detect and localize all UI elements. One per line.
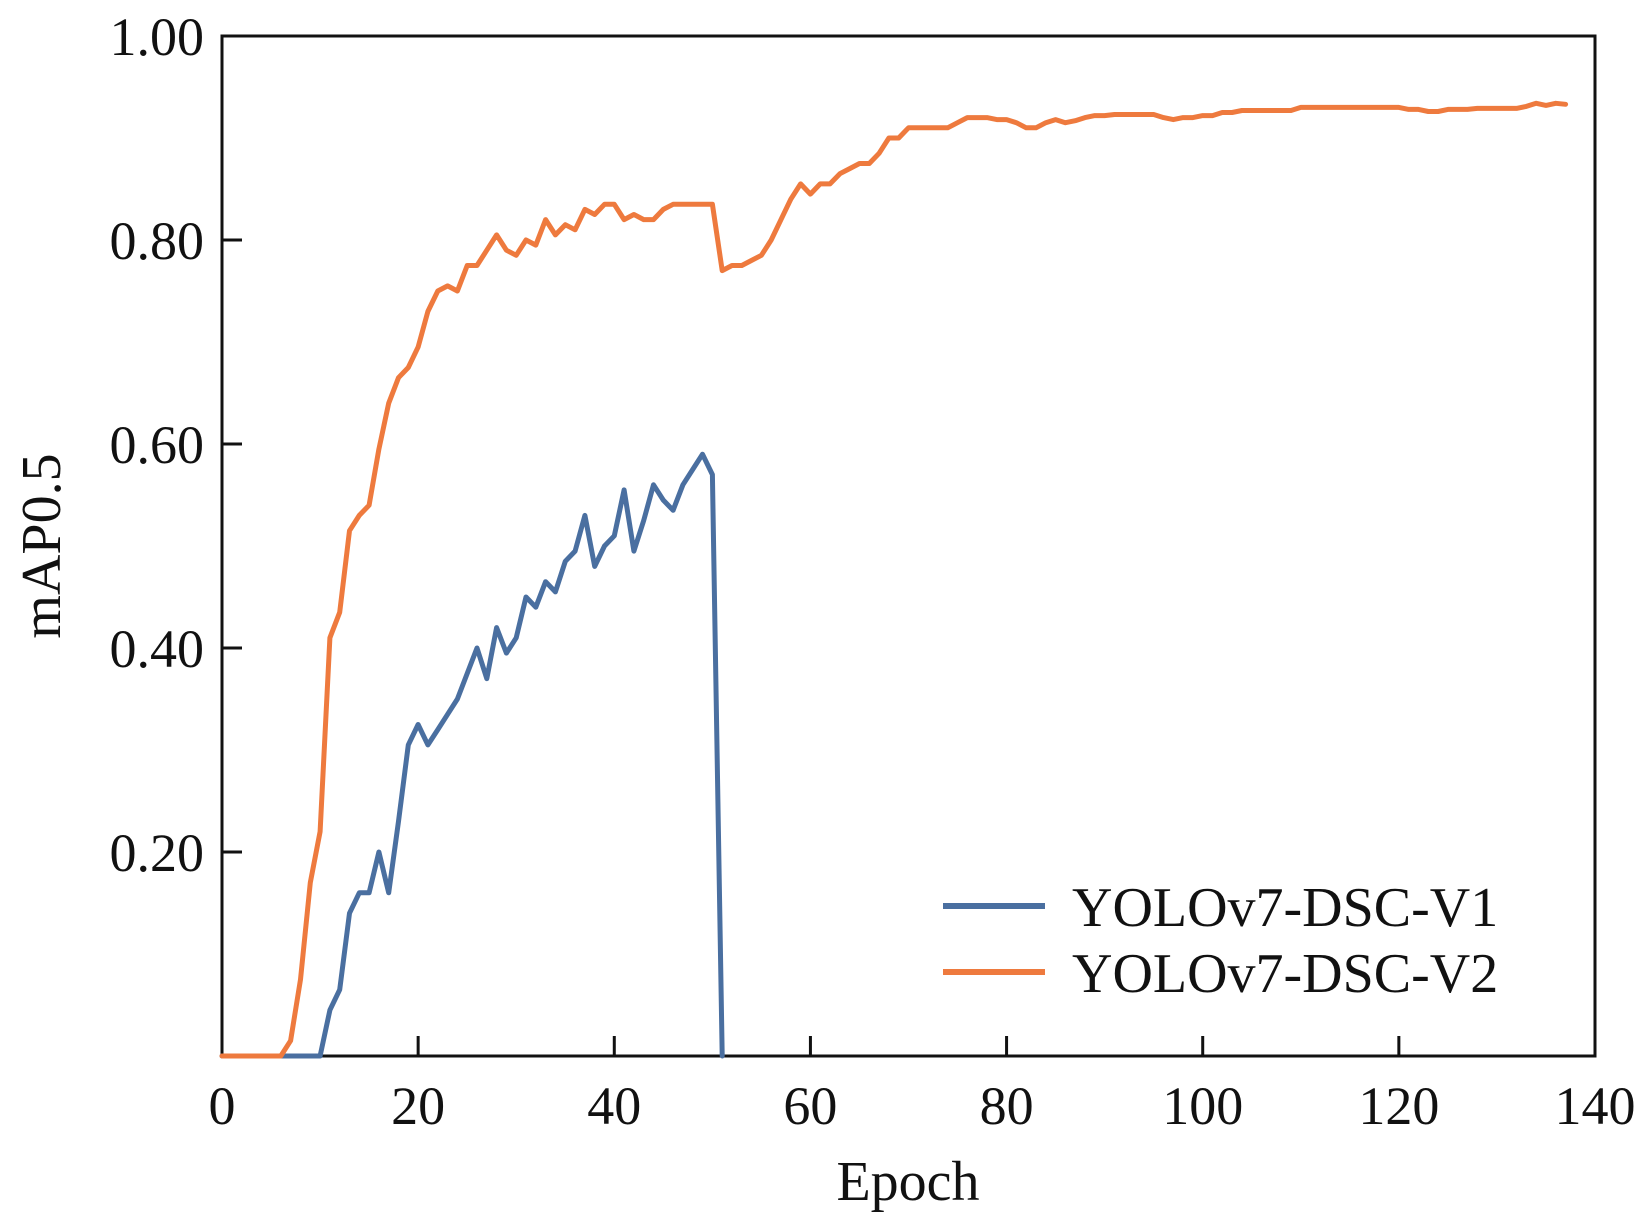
series-line-yolov7-dsc-v2 — [219, 100, 1569, 1059]
x-tick-label: 40 — [587, 1076, 641, 1136]
legend-label-yolov7-dsc-v1: YOLOv7-DSC-V1 — [1072, 877, 1498, 939]
y-tick-label: 0.40 — [110, 619, 205, 679]
y-axis-ticks: 0.20 0.40 0.60 0.80 1.00 — [110, 7, 242, 883]
x-axis-ticks: 0 20 40 60 80 100 120 140 — [209, 1036, 1636, 1136]
x-tick-label: 120 — [1358, 1076, 1439, 1136]
plot-frame — [220, 34, 1597, 1058]
x-tick-label: 0 — [209, 1076, 236, 1136]
x-tick-label: 80 — [980, 1076, 1034, 1136]
x-tick-label: 100 — [1162, 1076, 1243, 1136]
series-line-yolov7-dsc-v1 — [219, 451, 725, 1059]
y-axis-title: mAP0.5 — [11, 453, 73, 638]
y-tick-label: 0.80 — [110, 211, 205, 271]
y-tick-label: 1.00 — [110, 7, 205, 67]
series-layer — [219, 100, 1569, 1059]
x-tick-label: 60 — [783, 1076, 837, 1136]
legend: YOLOv7-DSC-V1 YOLOv7-DSC-V2 — [943, 877, 1498, 1005]
y-tick-label: 0.20 — [110, 823, 205, 883]
y-tick-label: 0.60 — [110, 415, 205, 475]
legend-label-yolov7-dsc-v2: YOLOv7-DSC-V2 — [1072, 943, 1498, 1005]
x-tick-label: 140 — [1555, 1076, 1636, 1136]
x-tick-label: 20 — [391, 1076, 445, 1136]
x-axis-title: Epoch — [836, 1151, 979, 1213]
